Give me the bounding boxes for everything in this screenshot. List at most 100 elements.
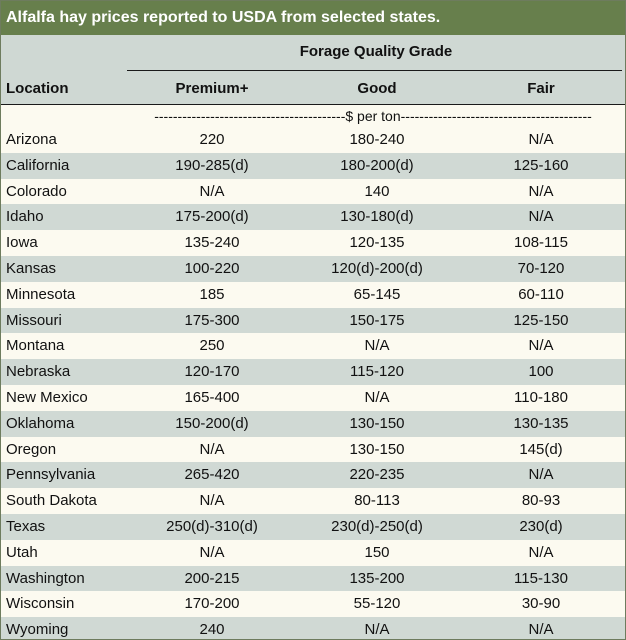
fair-price-cell: 115-130 [514,569,568,587]
fair-price-cell: 70-120 [517,259,565,277]
table-row: South Dakota N/A 80-113 80-93 [1,488,625,514]
table-row: Colorado N/A 140 N/A [1,178,625,205]
location-cell: Minnesota [6,285,76,303]
table-row: Idaho 175-200(d) 130-180(d) N/A [1,204,625,231]
fair-price-cell: 100 [528,363,554,381]
good-price-cell: 180-200(d) [340,156,414,174]
good-price-cell: 65-145 [353,285,401,303]
good-column-header: Good [357,80,397,97]
location-cell: Montana [6,337,65,355]
premium-price-cell: 250 [199,337,225,355]
premium-column-header: Premium+ [175,80,249,97]
fair-price-cell: N/A [528,543,554,561]
fair-price-cell: 60-110 [518,285,564,303]
good-price-cell: N/A [364,388,390,406]
good-price-cell: 135-200 [349,569,405,587]
premium-price-cell: 240 [199,621,225,639]
table-row: Wyoming 240 N/A N/A [1,617,625,639]
table-row: Pennsylvania 265-420 220-235 N/A [1,462,625,489]
table-row: Montana 250 N/A N/A [1,333,625,360]
fair-price-cell: N/A [528,182,554,200]
good-price-cell: 140 [364,182,390,200]
good-price-cell: 150-175 [349,311,405,329]
fair-price-cell: N/A [528,131,554,148]
location-cell: Wyoming [6,621,69,639]
good-price-cell: N/A [364,337,390,355]
premium-price-cell: 150-200(d) [175,414,249,432]
fair-price-cell: N/A [528,466,554,484]
premium-price-cell: 185 [199,285,225,303]
premium-price-cell: 135-240 [184,234,240,252]
premium-price-cell: 175-200(d) [175,208,249,226]
table-row: New Mexico 165-400 N/A 110-180 [1,384,625,411]
units-row: ----------------------------------------… [1,105,625,127]
table-row: Oregon N/A 130-150 145(d) [1,436,625,463]
good-price-cell: N/A [364,621,390,639]
table-row: Wisconsin 170-200 55-120 30-90 [1,591,625,618]
premium-price-cell: N/A [199,492,225,510]
fair-price-cell: 230(d) [519,517,563,535]
good-price-cell: 230(d)-250(d) [331,517,423,535]
good-price-cell: 80-113 [354,492,400,510]
fair-price-cell: 30-90 [521,595,561,613]
fair-price-cell: 130-135 [513,414,569,432]
table-row: Washington 200-215 135-200 115-130 [1,565,625,592]
table-row: Iowa 135-240 120-135 108-115 [1,230,625,256]
fair-price-cell: N/A [528,337,554,355]
premium-price-cell: N/A [199,440,225,458]
fair-price-cell: 125-160 [513,156,569,174]
premium-price-cell: 165-400 [184,388,240,406]
location-cell: Utah [6,543,38,561]
good-price-cell: 130-180(d) [340,208,414,226]
premium-price-cell: 250(d)-310(d) [166,517,258,535]
location-cell: Texas [6,517,46,535]
grade-group-header: Forage Quality Grade [299,43,453,60]
table-header: Forage Quality Grade Location Premium+ G… [1,35,625,105]
good-price-cell: 150 [364,543,390,561]
good-price-cell: 130-150 [349,440,405,458]
premium-price-cell: 220 [199,131,225,148]
fair-column-header: Fair [527,80,555,97]
premium-price-cell: 190-285(d) [175,156,249,174]
location-column-header: Location [6,80,69,97]
fair-price-cell: 110-180 [514,388,568,406]
premium-price-cell: 175-300 [184,311,240,329]
grade-group-divider [127,70,622,71]
premium-price-cell: 200-215 [184,569,240,587]
table-title: Alfalfa hay prices reported to USDA from… [1,1,625,35]
location-cell: Colorado [6,182,67,200]
good-price-cell: 120(d)-200(d) [331,259,423,277]
fair-price-cell: 80-93 [521,492,561,510]
premium-price-cell: N/A [199,182,225,200]
location-cell: Missouri [6,311,62,329]
good-price-cell: 55-120 [353,595,401,613]
fair-price-cell: 125-150 [513,311,569,329]
location-cell: California [6,156,70,174]
premium-price-cell: 170-200 [184,595,240,613]
location-cell: Pennsylvania [6,466,96,484]
table-row: Utah N/A 150 N/A [1,539,625,566]
units-label: ----------------------------------------… [154,108,592,124]
fair-price-cell: 108-115 [514,234,568,252]
premium-price-cell: 265-420 [184,466,240,484]
location-cell: South Dakota [6,492,97,510]
header-divider [1,104,625,105]
table-row: Arizona 220 180-240 N/A [1,127,625,153]
good-price-cell: 115-120 [350,363,404,381]
location-cell: Nebraska [6,363,71,381]
table-row: Nebraska 120-170 115-120 100 [1,359,625,385]
premium-price-cell: N/A [199,543,225,561]
good-price-cell: 220-235 [349,466,405,484]
fair-price-cell: N/A [528,208,554,226]
location-cell: Oregon [6,440,57,458]
good-price-cell: 120-135 [349,234,405,252]
location-cell: Iowa [6,234,38,252]
premium-price-cell: 120-170 [184,363,240,381]
table-row: Kansas 100-220 120(d)-200(d) 70-120 [1,255,625,282]
premium-price-cell: 100-220 [184,259,240,277]
table-row: Texas 250(d)-310(d) 230(d)-250(d) 230(d) [1,513,625,540]
location-cell: Washington [6,569,85,587]
location-cell: Kansas [6,259,57,277]
location-cell: Wisconsin [6,595,75,613]
